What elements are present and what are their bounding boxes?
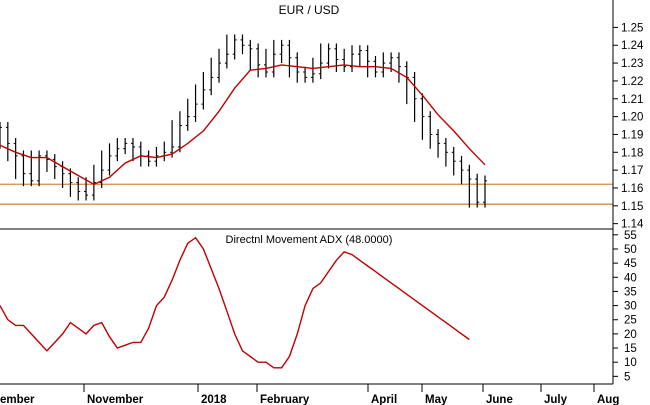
adx-y-tick-label: 30 [624,301,637,313]
adx-panel: Directnl Movement ADX (48.0000) 5 10 15 20 2… [0,229,637,384]
x-axis: November 2018 February April May June July Aug e… [0,383,619,405]
adx-y-tick-label: 10 [624,357,637,369]
x-tick-label: May [425,394,448,405]
x-axis-ticks: November 2018 February April May June July Aug e… [0,384,619,405]
adx-y-axis-ticks: 5 10 15 20 25 30 35 40 45 50 55 [613,230,637,383]
adx-y-tick-label: 25 [624,315,637,327]
price-y-tick-label: 1.19 [621,129,643,141]
price-chart-title: EUR / USD [279,3,340,17]
x-tick-label: Aug [597,394,619,405]
adx-y-tick-label: 55 [624,230,637,242]
horizontal-reference-lines [0,183,613,205]
price-y-tick-label: 1.24 [621,40,644,52]
price-y-tick-label: 1.17 [621,165,643,177]
price-y-axis-ticks: 1.14 1.15 1.16 1.17 1.18 1.19 1.20 1.21 1.22 1.23… [613,22,644,231]
price-y-tick-label: 1.22 [621,76,643,88]
x-tick-label: February [260,394,310,405]
x-tick-label: April [371,394,397,405]
price-panel: EUR / USD 1.141.151.161.171.181.191.201.… [0,0,644,231]
x-tick-label: July [544,394,568,405]
price-y-tick-label: 1.23 [621,58,643,70]
price-y-tick-label: 1.25 [621,22,643,34]
adx-y-tick-label: 5 [624,371,630,383]
x-tick-label: November [87,394,144,405]
price-y-tick-label: 1.20 [621,112,643,124]
moving-average-line [0,64,486,186]
adx-line [0,236,470,369]
adx-y-tick-label: 15 [624,343,637,355]
price-y-tick-label: 1.18 [621,147,643,159]
x-tick-label: 2018 [201,394,227,405]
adx-y-tick-label: 20 [624,329,637,341]
price-bars-series [0,34,487,208]
price-y-tick-label: 1.15 [621,201,643,213]
adx-y-tick-label: 40 [624,272,637,284]
x-tick-label: June [486,394,513,405]
price-y-tick-label: 1.21 [621,94,643,106]
x-tick-label-partial: ember [0,394,35,405]
price-y-tick-label: 1.14 [621,219,644,231]
adx-y-tick-label: 50 [624,244,637,256]
adx-indicator-title: Directnl Movement ADX (48.0000) [226,234,393,246]
price-y-tick-label: 1.16 [621,183,643,195]
adx-y-tick-label: 35 [624,286,637,298]
adx-y-tick-label: 45 [624,258,637,270]
